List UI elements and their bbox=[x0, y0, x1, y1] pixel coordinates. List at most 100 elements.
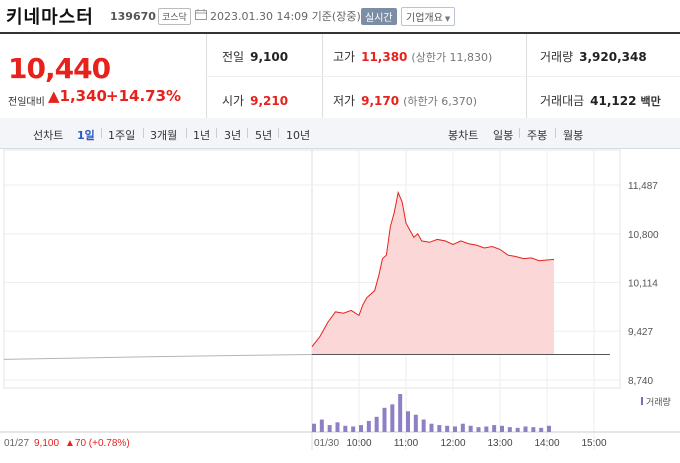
tab-candle-weekly[interactable]: 주봉 bbox=[527, 129, 548, 142]
change-label: 전일대비 bbox=[8, 97, 45, 108]
tab-period-1y[interactable]: 1년 bbox=[193, 129, 211, 142]
tab-period-3m[interactable]: 3개월 bbox=[150, 129, 178, 142]
x-tick-label: 15:00 bbox=[581, 438, 606, 449]
volume-bar bbox=[437, 425, 442, 432]
volume-bar bbox=[539, 427, 544, 432]
x-tick-label: 10:00 bbox=[346, 438, 371, 449]
footer-prev-price: 9,100 bbox=[34, 438, 59, 449]
line-chart-label: 선차트 bbox=[33, 129, 64, 142]
chevron-down-icon: ▼ bbox=[444, 15, 451, 23]
company-overview-button[interactable]: 기업개요 ▼ bbox=[401, 7, 456, 26]
stock-header: 키네마스터 139670 코스닥 2023.01.30 14:09 기준(장중)… bbox=[0, 0, 680, 32]
open-value: 9,210 bbox=[250, 94, 289, 108]
open-cell: 시가 9,210 bbox=[222, 92, 288, 109]
volume-bar bbox=[476, 427, 481, 432]
tab-period-3y[interactable]: 3년 bbox=[224, 129, 242, 142]
price-summary: 10,440 전일대비 ▲1,340 +14.73% 전일 9,100 고가 11,… bbox=[0, 32, 680, 119]
change-value: ▲1,340 bbox=[48, 87, 107, 105]
tab-period-1d[interactable]: 1일 bbox=[77, 129, 95, 142]
volume-cell: 거래량 3,920,348 bbox=[540, 48, 647, 65]
volume-value: 3,920,348 bbox=[579, 50, 647, 64]
high-cell: 고가 11,380 (상한가 11,830) bbox=[333, 48, 492, 65]
volume-bar bbox=[484, 426, 489, 432]
y-tick-label: 11,487 bbox=[628, 181, 658, 192]
tab-candle-monthly[interactable]: 월봉 bbox=[563, 129, 584, 142]
volume-bar bbox=[500, 425, 504, 432]
divider bbox=[206, 76, 680, 77]
stock-code: 139670 bbox=[110, 10, 156, 23]
upper-limit: (상한가 11,830) bbox=[411, 51, 493, 64]
volume-bar bbox=[547, 425, 551, 432]
volume-bar bbox=[343, 425, 348, 432]
realtime-button[interactable]: 실시간 bbox=[361, 8, 397, 25]
current-price: 10,440 bbox=[8, 52, 111, 85]
low-value: 9,170 bbox=[361, 94, 400, 108]
y-tick-label: 9,427 bbox=[628, 327, 653, 338]
company-overview-label: 기업개요 bbox=[406, 13, 443, 24]
volume-bar bbox=[523, 426, 528, 432]
divider bbox=[186, 128, 187, 138]
high-label: 고가 bbox=[333, 50, 356, 64]
tab-period-5y[interactable]: 5년 bbox=[255, 129, 273, 142]
volume-bar bbox=[515, 427, 520, 432]
x-tick-label: 01/30 bbox=[314, 438, 339, 449]
low-cell: 저가 9,170 (하한가 6,370) bbox=[333, 92, 477, 109]
calendar-icon bbox=[195, 9, 207, 20]
lower-limit: (하한가 6,370) bbox=[403, 95, 477, 108]
series-area-today bbox=[312, 192, 555, 355]
y-tick-label: 10,114 bbox=[628, 278, 658, 289]
prev-close-cell: 전일 9,100 bbox=[222, 48, 288, 65]
change-percent: +14.73% bbox=[106, 87, 182, 105]
amount-unit: 백만 bbox=[640, 95, 661, 108]
volume-legend-swatch bbox=[641, 397, 643, 405]
volume-bar bbox=[374, 416, 379, 432]
x-tick-label: 11:00 bbox=[394, 438, 419, 449]
price-chart[interactable]: 11,487 10,800 10,114 9,427 8,740 거래량 01/27 01/3… bbox=[0, 148, 680, 463]
tab-period-1w[interactable]: 1주일 bbox=[108, 129, 136, 142]
divider bbox=[555, 128, 556, 138]
stock-name: 키네마스터 bbox=[6, 7, 94, 28]
volume-bar bbox=[406, 411, 410, 432]
divider bbox=[278, 128, 279, 138]
divider bbox=[247, 128, 248, 138]
divider bbox=[519, 128, 520, 138]
volume-bar bbox=[335, 422, 340, 432]
amount-value: 41,122 bbox=[590, 94, 637, 108]
divider bbox=[216, 128, 217, 138]
candle-chart-label: 봉차트 bbox=[448, 129, 479, 142]
volume-bar bbox=[312, 423, 316, 432]
volume-bar bbox=[492, 425, 497, 432]
volume-bar bbox=[531, 427, 536, 432]
volume-bar bbox=[460, 423, 465, 432]
open-label: 시가 bbox=[222, 94, 245, 108]
tab-candle-daily[interactable]: 일봉 bbox=[493, 129, 514, 142]
tab-period-10y[interactable]: 10년 bbox=[286, 129, 311, 142]
volume-label: 거래량 bbox=[540, 50, 574, 64]
x-tick-label: 12:00 bbox=[440, 438, 465, 449]
volume-bar bbox=[359, 425, 363, 432]
volume-bar bbox=[398, 394, 403, 432]
chart-period-tabs: 선차트 1일 1주일 3개월 1년 3년 5년 10년 봉차트 일봉 주봉 월봉 bbox=[0, 118, 680, 149]
prev-close-label: 전일 bbox=[222, 50, 245, 64]
x-tick-label: 13:00 bbox=[487, 438, 512, 449]
volume-bar bbox=[390, 404, 395, 432]
series-line-prev-day bbox=[3, 353, 313, 360]
volume-bar bbox=[468, 425, 473, 432]
volume-bar bbox=[351, 426, 356, 432]
market-badge: 코스닥 bbox=[158, 8, 191, 25]
low-label: 저가 bbox=[333, 94, 356, 108]
volume-bar bbox=[453, 426, 457, 432]
prev-close-value: 9,100 bbox=[250, 50, 289, 64]
quote-datetime: 2023.01.30 14:09 기준(장중) bbox=[210, 10, 361, 23]
volume-bar bbox=[507, 427, 512, 432]
x-tick-label: 01/27 bbox=[4, 438, 29, 449]
volume-bar bbox=[382, 407, 387, 432]
volume-legend: 거래량 bbox=[646, 396, 671, 407]
footer-prev-change: ▲70 (+0.78%) bbox=[65, 438, 130, 449]
volume-bar bbox=[413, 414, 418, 432]
high-value: 11,380 bbox=[361, 50, 408, 64]
volume-bar bbox=[366, 420, 371, 432]
volume-bar bbox=[327, 425, 332, 432]
volume-bar bbox=[445, 425, 450, 432]
divider bbox=[143, 128, 144, 138]
